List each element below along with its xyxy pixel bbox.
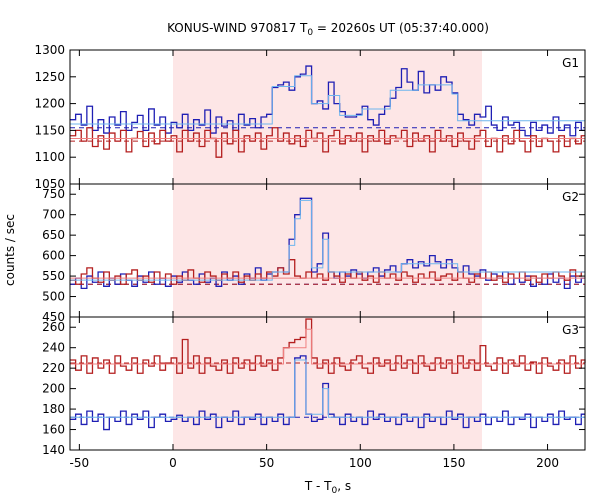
y-tick-label: 500 [42, 290, 65, 304]
chart-title-main: KONUS-WIND 970817 T [167, 21, 308, 35]
y-axis-label: counts / sec [3, 214, 17, 286]
x-tick-label: 50 [259, 456, 274, 470]
y-tick-label: 1300 [34, 43, 65, 57]
shaded-interval [173, 50, 482, 184]
panel-g1: 1050 1100 1150 1200 1250 1300 G1 [34, 43, 586, 191]
x-axis-label: T - T0, s [304, 479, 351, 496]
series-line-light_blue [70, 359, 585, 418]
panel-label: G3 [562, 323, 579, 337]
panel-g2: 450 500 550 600 650 700 750 G2 [42, 183, 586, 324]
y-tick-label: 140 [42, 443, 65, 457]
y-tick-label: 220 [42, 361, 65, 375]
series-line-red_step [70, 127, 585, 158]
panel-label: G1 [562, 56, 579, 70]
shaded-interval [173, 184, 482, 317]
y-tick-label: 1100 [34, 150, 65, 164]
y-tick-label: 600 [42, 249, 65, 263]
chart-title-sub: 0 [307, 28, 313, 38]
x-tick-label: 150 [442, 456, 465, 470]
chart-title-rest: = 20260s UT (05:37:40.000) [313, 21, 489, 35]
x-axis-label-main: T - T [304, 479, 332, 493]
x-tick-label: 0 [169, 456, 177, 470]
y-tick-label: 750 [42, 187, 65, 201]
x-axis-label-sub: 0 [332, 486, 338, 496]
y-tick-label: 650 [42, 228, 65, 242]
y-tick-label: 450 [42, 310, 65, 324]
series-line-red_step [70, 259, 585, 285]
y-tick-label: 700 [42, 208, 65, 222]
y-tick-label: 1050 [34, 177, 65, 191]
y-tick-label: 1150 [34, 123, 65, 137]
panel-frame [69, 316, 586, 451]
y-tick-label: 260 [42, 320, 65, 334]
x-axis-label-rest: , s [337, 479, 351, 493]
x-tick-label: 100 [349, 456, 372, 470]
chart-title: KONUS-WIND 970817 T0 = 20260s UT (05:37:… [167, 21, 489, 38]
y-tick-label: 1200 [34, 97, 65, 111]
y-tick-label: 200 [42, 382, 65, 396]
panel-g3: 140 160 180 200 220 240 260 G3 [42, 316, 586, 457]
series-line-light_blue [70, 75, 586, 127]
y-tick-label: 180 [42, 402, 65, 416]
y-tick-label: 160 [42, 423, 65, 437]
chart-panels: 105011001150120012501300G145050055060065… [34, 43, 586, 470]
y-tick-label: 240 [42, 341, 65, 355]
x-tick-label: -50 [70, 456, 90, 470]
x-tick-label: 200 [536, 456, 559, 470]
series-line-red_step [70, 318, 586, 374]
panel-label: G2 [562, 190, 579, 204]
y-tick-label: 1250 [34, 70, 65, 84]
series-line-blue_step [70, 65, 585, 137]
y-tick-label: 550 [42, 269, 65, 283]
series-line-light_blue [70, 199, 586, 281]
series-line-light_red [70, 328, 585, 365]
